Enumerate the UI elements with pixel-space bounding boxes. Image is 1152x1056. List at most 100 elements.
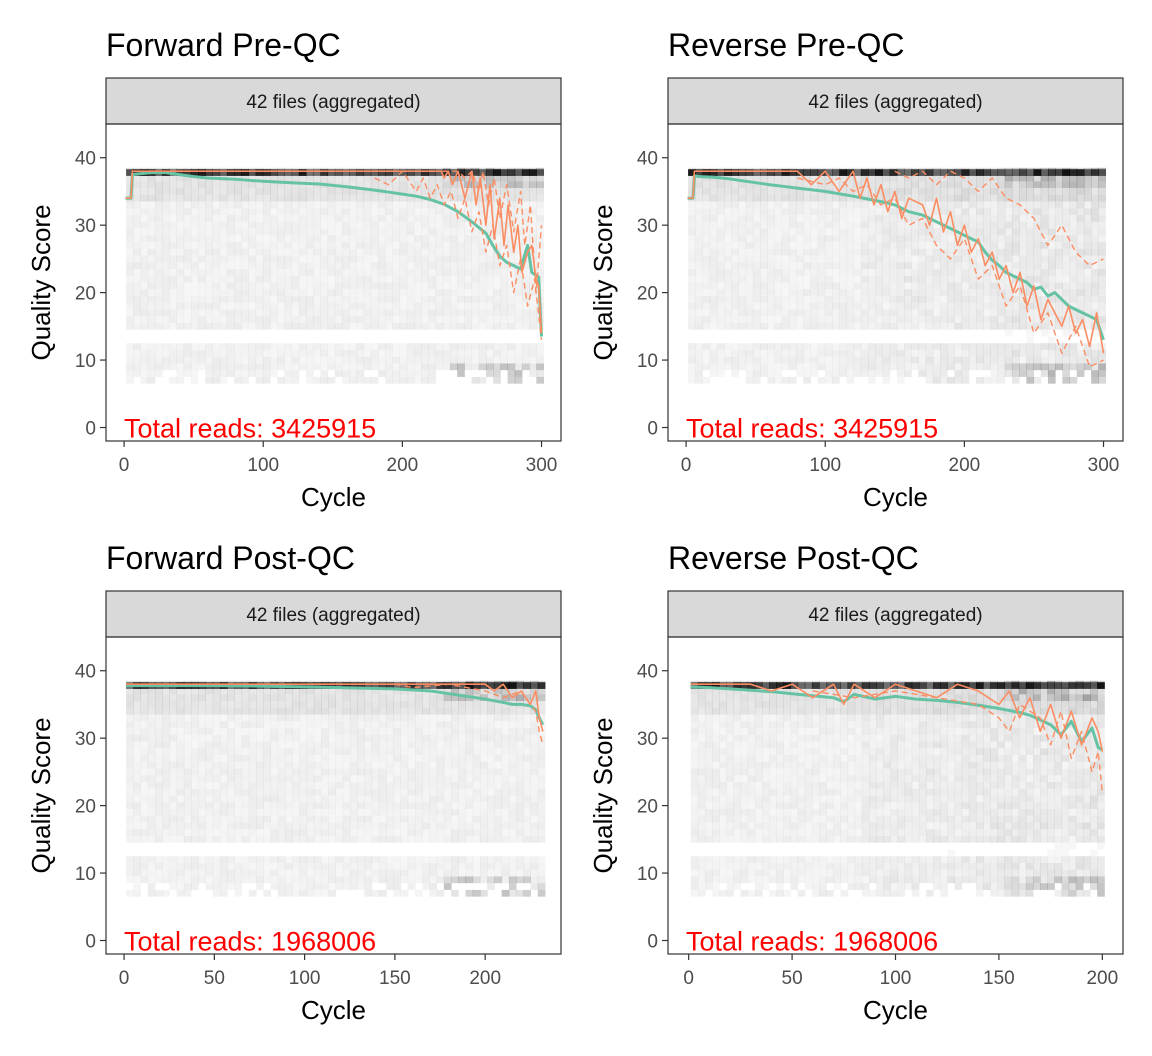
heatmap-cell xyxy=(406,289,415,296)
heatmap-cell xyxy=(205,269,213,276)
heatmap-cell xyxy=(846,295,855,303)
heatmap-cell xyxy=(176,761,185,769)
heatmap-cell xyxy=(190,316,199,323)
heatmap-cell xyxy=(860,221,869,229)
heatmap-cell xyxy=(738,322,747,330)
heatmap-cell xyxy=(716,235,725,243)
heatmap-cell xyxy=(226,370,235,377)
heatmap-cell xyxy=(688,322,696,330)
heatmap-cell xyxy=(421,295,429,303)
heatmap-cell xyxy=(997,309,1006,317)
heatmap-cell xyxy=(213,829,221,836)
heatmap-cell xyxy=(939,316,948,323)
heatmap-cell xyxy=(371,815,380,823)
heatmap-cell xyxy=(263,775,271,783)
heatmap-cell xyxy=(896,309,905,317)
heatmap-cell xyxy=(997,201,1006,209)
heatmap-cell xyxy=(357,694,365,702)
heatmap-cell xyxy=(1076,370,1085,377)
heatmap-cell xyxy=(925,356,934,364)
heatmap-cell xyxy=(335,687,344,695)
heatmap-cell xyxy=(449,248,458,256)
heatmap-cell xyxy=(421,215,429,222)
heatmap-cell xyxy=(451,721,459,729)
heatmap-cell xyxy=(485,316,494,323)
heatmap-cell xyxy=(507,295,516,303)
heatmap-cell xyxy=(1019,181,1027,189)
heatmap-cell xyxy=(882,282,891,290)
heatmap-cell xyxy=(954,208,963,216)
heatmap-cell xyxy=(1047,322,1056,330)
heatmap-cell xyxy=(493,174,501,182)
heatmap-cell xyxy=(825,269,833,276)
heatmap-cell xyxy=(529,228,537,236)
heatmap-cell xyxy=(731,208,739,216)
heatmap-cell xyxy=(449,242,458,249)
heatmap-cell xyxy=(1055,201,1063,209)
heatmap-cell xyxy=(925,181,934,189)
heatmap-cell xyxy=(248,188,257,195)
heatmap-cell xyxy=(781,221,790,229)
heatmap-cell xyxy=(493,370,501,377)
heatmap-top-band xyxy=(313,682,322,689)
heatmap-cell xyxy=(133,755,141,762)
heatmap-cell xyxy=(478,255,487,263)
heatmap-cell xyxy=(947,188,955,195)
heatmap-cell xyxy=(234,376,242,384)
heatmap-cell xyxy=(868,356,876,364)
heatmap-cell xyxy=(449,289,458,296)
heatmap-cell xyxy=(227,815,235,823)
heatmap-cell xyxy=(386,721,394,729)
heatmap-cell xyxy=(234,215,242,222)
heatmap-cell xyxy=(154,282,163,290)
heatmap-cell xyxy=(335,768,344,776)
heatmap-cell xyxy=(363,282,372,290)
heatmap-cell xyxy=(291,228,300,236)
heatmap-cell xyxy=(298,262,307,270)
heatmap-cell xyxy=(810,316,819,323)
heatmap-cell xyxy=(291,201,300,209)
heatmap-cell xyxy=(320,295,329,303)
heatmap-cell xyxy=(154,889,163,897)
heatmap-cell xyxy=(1040,363,1049,371)
heatmap-cell xyxy=(810,269,819,276)
heatmap-cell xyxy=(975,275,984,283)
heatmap-cell xyxy=(234,282,242,290)
heatmap-cell xyxy=(471,255,480,263)
heatmap-cell xyxy=(169,761,178,769)
heatmap-top-band xyxy=(954,169,963,176)
heatmap-cell xyxy=(817,215,826,222)
heatmap-cell xyxy=(198,715,206,722)
heatmap-cell xyxy=(212,721,221,729)
heatmap-cell xyxy=(428,188,437,195)
heatmap-cell xyxy=(212,181,221,189)
heatmap-cell xyxy=(400,775,409,783)
heatmap-cell xyxy=(508,316,516,323)
heatmap-cell xyxy=(731,181,739,189)
heatmap-cell xyxy=(1004,370,1013,377)
heatmap-cell xyxy=(485,309,494,317)
heatmap-cell xyxy=(947,302,955,310)
heatmap-cell xyxy=(342,822,351,830)
heatmap-cell xyxy=(364,775,373,783)
heatmap-cell xyxy=(392,350,400,357)
heatmap-cell xyxy=(968,228,977,236)
heatmap-cell xyxy=(428,228,437,236)
heatmap-cell xyxy=(882,174,891,182)
heatmap-cell xyxy=(357,782,365,789)
heatmap-cell xyxy=(803,228,811,236)
heatmap-cell xyxy=(429,715,437,722)
heatmap-cell xyxy=(313,228,321,236)
heatmap-cell xyxy=(442,309,451,317)
heatmap-cell xyxy=(292,815,300,823)
heatmap-cell xyxy=(270,215,278,222)
heatmap-cell xyxy=(968,221,977,229)
heatmap-cell xyxy=(983,289,991,296)
heatmap-cell xyxy=(154,228,163,236)
heatmap-cell xyxy=(255,255,264,263)
heatmap-cell xyxy=(939,282,948,290)
heatmap-cell xyxy=(327,242,336,249)
heatmap-cell xyxy=(306,734,315,742)
heatmap-cell xyxy=(371,856,380,863)
heatmap-cell xyxy=(889,174,898,182)
